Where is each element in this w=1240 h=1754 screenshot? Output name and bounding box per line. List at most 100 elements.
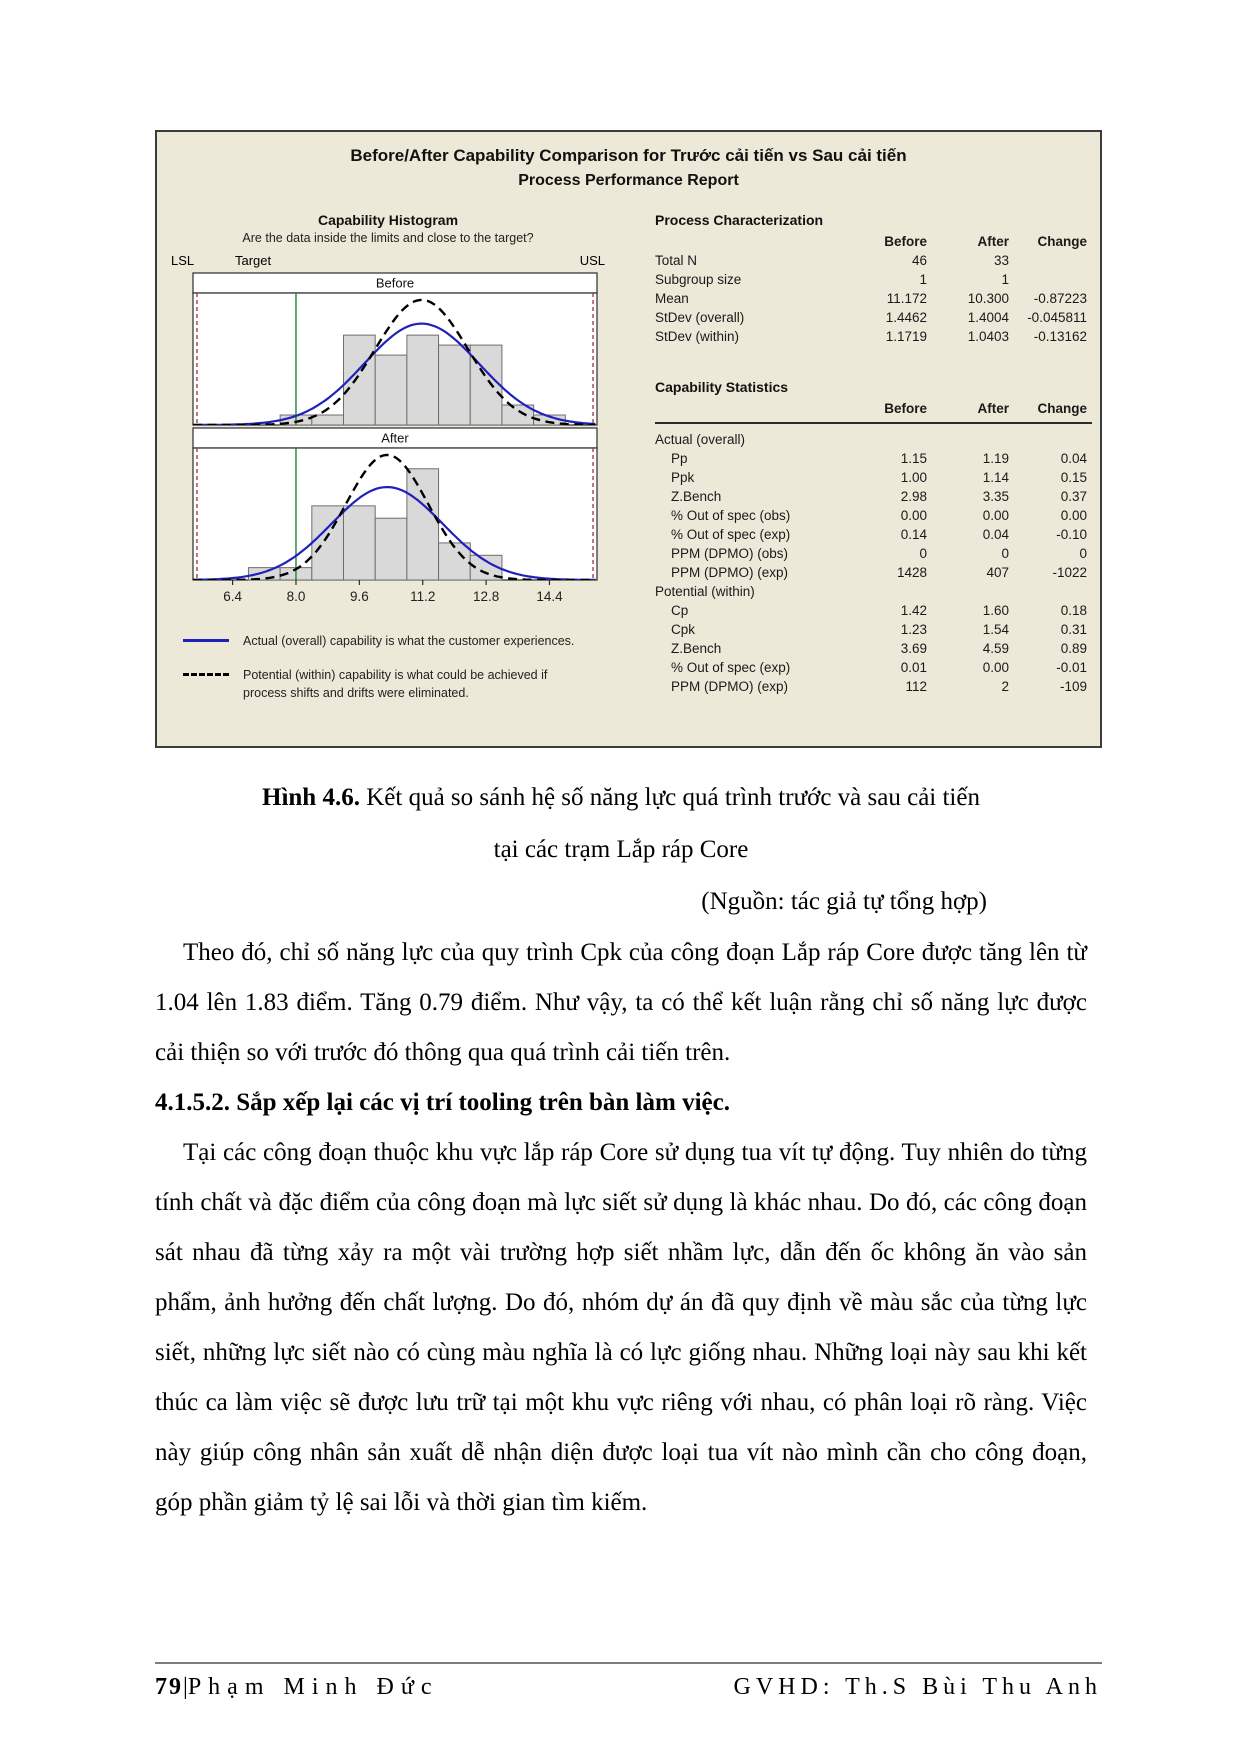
within-capability-curve <box>193 453 596 580</box>
cell-before: 2.98 <box>900 489 927 504</box>
axis-tick-label: 11.2 <box>410 589 435 604</box>
table-row: Mean 11.172 10.300 -0.87223 <box>655 289 1092 308</box>
figure-caption-label: Hình 4.6. <box>262 784 360 811</box>
cell-after: 1.54 <box>982 622 1009 637</box>
figure-caption-line2: tại các trạm Lắp ráp Core <box>493 836 749 863</box>
col-after: After <box>977 401 1009 416</box>
capability-statistics-table: Actual (overall) Pp 1.15 1.19 0.04 Ppk 1.00 1.1… <box>655 430 1092 696</box>
cell-change: 0.00 <box>1060 508 1087 523</box>
cell-before: 1.42 <box>900 603 927 618</box>
process-characterization-title: Process Characterization <box>655 212 824 228</box>
cell-after: 33 <box>993 253 1009 268</box>
capability-statistics-title: Capability Statistics <box>655 379 789 395</box>
cell-before: 1.23 <box>900 622 927 637</box>
table-row: Potential (within) <box>655 582 1092 601</box>
cell-change: 0.37 <box>1060 489 1087 504</box>
cell-before: 1 <box>919 272 927 287</box>
table-row: % Out of spec (exp) 0.14 0.04 -0.10 <box>655 525 1092 544</box>
cell-before: 1.4462 <box>885 310 927 325</box>
footer-separator: | <box>183 1674 188 1700</box>
cell-change: 0.15 <box>1060 470 1087 485</box>
cell-change: -0.01 <box>1056 660 1087 675</box>
axis-tick-label: 14.4 <box>536 589 563 604</box>
table-row: PPM (DPMO) (obs) 0 0 0 <box>655 544 1092 563</box>
cell-change: 0 <box>1079 546 1087 561</box>
cell-change: 0.04 <box>1060 451 1087 466</box>
process-characterization-table: Total N 46 33 Subgroup size 1 1 Mean 11.172 10.3… <box>655 251 1092 346</box>
cell-label: PPM (DPMO) (exp) <box>671 679 789 694</box>
cell-after: 407 <box>986 565 1009 580</box>
cell-before: 0.01 <box>900 660 927 675</box>
cell-label: % Out of spec (exp) <box>671 660 791 675</box>
cell-before: 0.14 <box>900 527 927 542</box>
author-name: Phạm Minh Đức <box>187 1674 439 1700</box>
cell-label: Cpk <box>671 622 696 637</box>
cell-change <box>1009 582 1087 601</box>
figure-caption-text: Kết quả so sánh hệ số năng lực quá trình… <box>359 784 980 811</box>
legend-text-actual: Actual (overall) capability is what the … <box>243 634 575 648</box>
section-heading: 4.1.5.2. Sắp xếp lại các vị trí tooling … <box>155 1089 730 1116</box>
cell-before <box>842 582 927 601</box>
solid-blue-line-icon <box>183 639 229 642</box>
cell-after: 1.0403 <box>967 329 1009 344</box>
cell-after: 2 <box>1001 679 1009 694</box>
cell-label: % Out of spec (exp) <box>671 527 791 542</box>
footer-divider <box>155 1662 1102 1664</box>
histogram-bar <box>406 334 440 426</box>
cell-change: -0.045811 <box>1027 310 1087 325</box>
col-before: Before <box>884 234 927 249</box>
page-footer: 79|Phạm Minh Đức GVHD: Th.S Bùi Thu Anh <box>155 1674 1102 1701</box>
cell-label: StDev (within) <box>655 329 740 344</box>
table-row: % Out of spec (obs) 0.00 0.00 0.00 <box>655 506 1092 525</box>
table-row: % Out of spec (exp) 0.01 0.00 -0.01 <box>655 658 1092 677</box>
capability-statistics-header: Before After Change <box>655 399 1092 424</box>
cell-label: Z.Bench <box>671 489 722 504</box>
histogram-bar <box>438 542 471 581</box>
histogram-bar <box>247 567 281 581</box>
table-row: Z.Bench 2.98 3.35 0.37 <box>655 487 1092 506</box>
cell-label: Pp <box>671 451 688 466</box>
cell-after: 1.4004 <box>967 310 1009 325</box>
statistics-column: Process Characterization Before After Ch… <box>655 212 1092 696</box>
histogram-bar <box>343 505 376 581</box>
legend-text-potential: Potential (within) capability is what co… <box>243 668 548 701</box>
lsl-label: LSL <box>171 253 195 268</box>
histogram-bar <box>469 344 503 426</box>
cell-before: 1.00 <box>900 470 927 485</box>
footer-author: 79|Phạm Minh Đức <box>155 1674 438 1701</box>
histogram-bar <box>374 517 408 581</box>
col-change: Change <box>1037 401 1087 416</box>
cell-before: 3.69 <box>900 641 927 656</box>
cell-before: 112 <box>905 679 927 694</box>
histogram-section: Capability Histogram Are the data inside… <box>171 212 623 624</box>
table-row: PPM (DPMO) (exp) 1428 407 -1022 <box>655 563 1092 582</box>
table-row: PPM (DPMO) (exp) 112 2 -109 <box>655 677 1092 696</box>
cell-after: 4.59 <box>982 641 1009 656</box>
cell-change <box>1009 430 1087 449</box>
report-subtitle: Process Performance Report <box>518 172 739 189</box>
figure-caption: Hình 4.6. Kết quả so sánh hệ số năng lực… <box>155 772 1087 824</box>
cell-after: 0.00 <box>982 508 1009 523</box>
process-characterization-header: Before After Change <box>655 232 1092 251</box>
footer-advisor: GVHD: Th.S Bùi Thu Anh <box>733 1674 1102 1700</box>
capability-histogram-chart: Before After 6.4 8.0 9.6 11.2 12.8 14.4 <box>192 272 598 604</box>
cell-change: -0.13162 <box>1033 329 1087 344</box>
cell-before: 11.172 <box>886 291 927 306</box>
spec-labels-row: LSL Target USL <box>171 253 605 271</box>
cell-label: Subgroup size <box>655 272 742 287</box>
cell-label: % Out of spec (obs) <box>671 508 791 523</box>
histogram-heading: Capability Histogram <box>317 212 459 228</box>
histogram-bar <box>438 344 471 426</box>
cell-before: 46 <box>911 253 927 268</box>
table-row: Z.Bench 3.69 4.59 0.89 <box>655 639 1092 658</box>
col-before: Before <box>884 401 927 416</box>
capability-report-figure: Before/After Capability Comparison for T… <box>155 130 1102 748</box>
paragraph-1: Theo đó, chỉ số năng lực của quy trình C… <box>155 939 1087 1066</box>
table-row: Total N 46 33 <box>655 251 1092 270</box>
col-change: Change <box>1037 234 1087 249</box>
histogram-question: Are the data inside the limits and close… <box>242 231 534 245</box>
cell-after: 1 <box>1001 272 1009 287</box>
panel-label: After <box>381 431 409 446</box>
cell-before <box>842 430 927 449</box>
cell-change: 0.18 <box>1060 603 1087 618</box>
